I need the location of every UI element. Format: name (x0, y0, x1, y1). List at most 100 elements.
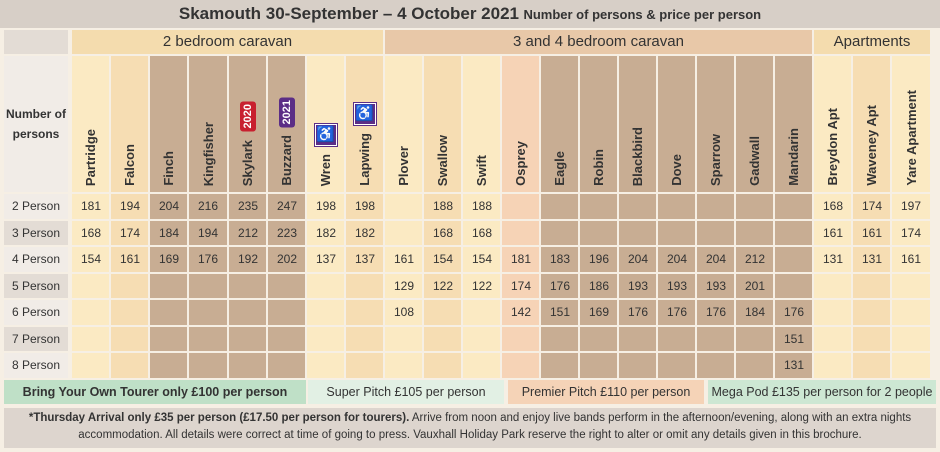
column-name: Lapwing (357, 133, 372, 186)
price-cell: 174 (502, 273, 539, 298)
price-cell: 204 (697, 247, 734, 272)
column-header: Finch (150, 56, 187, 192)
column-header: Mandarin (775, 56, 812, 192)
price-cell: 202 (268, 247, 305, 272)
price-cell (892, 273, 930, 298)
price-cell (150, 300, 187, 325)
price-cell: 169 (580, 300, 617, 325)
pitch-price-label: Super Pitch £105 per person (308, 380, 504, 404)
price-cell (619, 220, 656, 245)
price-cell: 108 (385, 300, 422, 325)
price-cell (814, 300, 851, 325)
price-cell (150, 353, 187, 378)
price-cell (814, 326, 851, 351)
price-cell: 184 (150, 220, 187, 245)
price-cell: 182 (307, 220, 344, 245)
price-cell: 201 (736, 273, 773, 298)
pitch-price-label: Premier Pitch £110 per person (508, 380, 704, 404)
column-name: Finch (161, 151, 176, 186)
price-cell (580, 194, 617, 219)
price-cell (541, 326, 578, 351)
price-cell (658, 220, 695, 245)
row-label: 2 Person (4, 194, 68, 219)
column-header: Sparrow (697, 56, 734, 192)
row-label: 6 Person (4, 300, 68, 325)
price-cell: 131 (814, 247, 851, 272)
column-name: Swift (474, 154, 489, 186)
price-cell: 174 (111, 220, 148, 245)
title-main: Skamouth 30-September – 4 October 2021 (178, 4, 519, 23)
price-cell (892, 300, 930, 325)
price-cell (111, 273, 148, 298)
price-cell: 176 (619, 300, 656, 325)
note-bold: *Thursday Arrival only £35 per person (£… (28, 412, 410, 424)
price-cell: 151 (541, 300, 578, 325)
price-cell: 204 (658, 247, 695, 272)
price-cell (541, 353, 578, 378)
price-cell: 193 (697, 273, 734, 298)
price-cell: 184 (736, 300, 773, 325)
price-cell (229, 300, 266, 325)
price-cell (814, 353, 851, 378)
price-cell (853, 273, 890, 298)
price-cell: 131 (853, 247, 890, 272)
group-header: Apartments (814, 30, 930, 54)
row-label: 3 Person (4, 220, 68, 245)
price-cell (268, 300, 305, 325)
price-cell (385, 220, 422, 245)
price-cell (736, 220, 773, 245)
year-badge: 2020 (239, 101, 256, 132)
price-cell (111, 353, 148, 378)
column-name: Blackbird (630, 126, 645, 186)
price-cell (189, 326, 227, 351)
price-cell: 186 (580, 273, 617, 298)
page-title: Skamouth 30-September – 4 October 2021 N… (0, 0, 940, 28)
price-cell: 194 (111, 194, 148, 219)
column-header: Blackbird (619, 56, 656, 192)
price-cell (658, 194, 695, 219)
price-cell (150, 273, 187, 298)
price-cell (502, 353, 539, 378)
column-name: Yare Apartment (903, 90, 919, 186)
price-cell (775, 273, 812, 298)
price-cell (853, 326, 890, 351)
price-cell (463, 326, 500, 351)
price-cell: 137 (346, 247, 383, 272)
price-cell: 142 (502, 300, 539, 325)
pitch-price-label: Bring Your Own Tourer only £100 per pers… (4, 380, 306, 404)
group-header: 3 and 4 bedroom caravan (385, 30, 812, 54)
price-cell (775, 220, 812, 245)
price-cell (502, 194, 539, 219)
row-label: 7 Person (4, 326, 68, 351)
price-cell (111, 300, 148, 325)
price-cell: 168 (463, 220, 500, 245)
price-cell (736, 326, 773, 351)
column-header: Swift (463, 56, 500, 192)
year-badge: 2021 (278, 96, 295, 128)
price-cell (72, 273, 109, 298)
price-cell: 196 (580, 247, 617, 272)
column-header: Swallow (424, 56, 461, 192)
price-cell: 161 (111, 247, 148, 272)
price-cell: 212 (229, 220, 266, 245)
note-text: Arrive from noon and enjoy live bands pe… (78, 412, 912, 441)
price-cell (424, 353, 461, 378)
column-name: Buzzard (279, 135, 294, 186)
price-cell: 131 (775, 353, 812, 378)
price-cell (697, 353, 734, 378)
price-cell (268, 273, 305, 298)
row-label: 8 Person (4, 353, 68, 378)
column-header: 2020 Skylark (229, 56, 266, 192)
price-cell: 161 (892, 247, 930, 272)
column-name: Breydon Apt (825, 108, 840, 186)
column-name: Mandarin (786, 128, 801, 186)
price-cell: 129 (385, 273, 422, 298)
price-cell (619, 194, 656, 219)
column-header: Plover (385, 56, 422, 192)
price-cell (892, 353, 930, 378)
price-cell: 176 (697, 300, 734, 325)
price-cell (697, 220, 734, 245)
price-cell (814, 273, 851, 298)
row-label: 5 Person (4, 273, 68, 298)
price-cell (307, 273, 344, 298)
